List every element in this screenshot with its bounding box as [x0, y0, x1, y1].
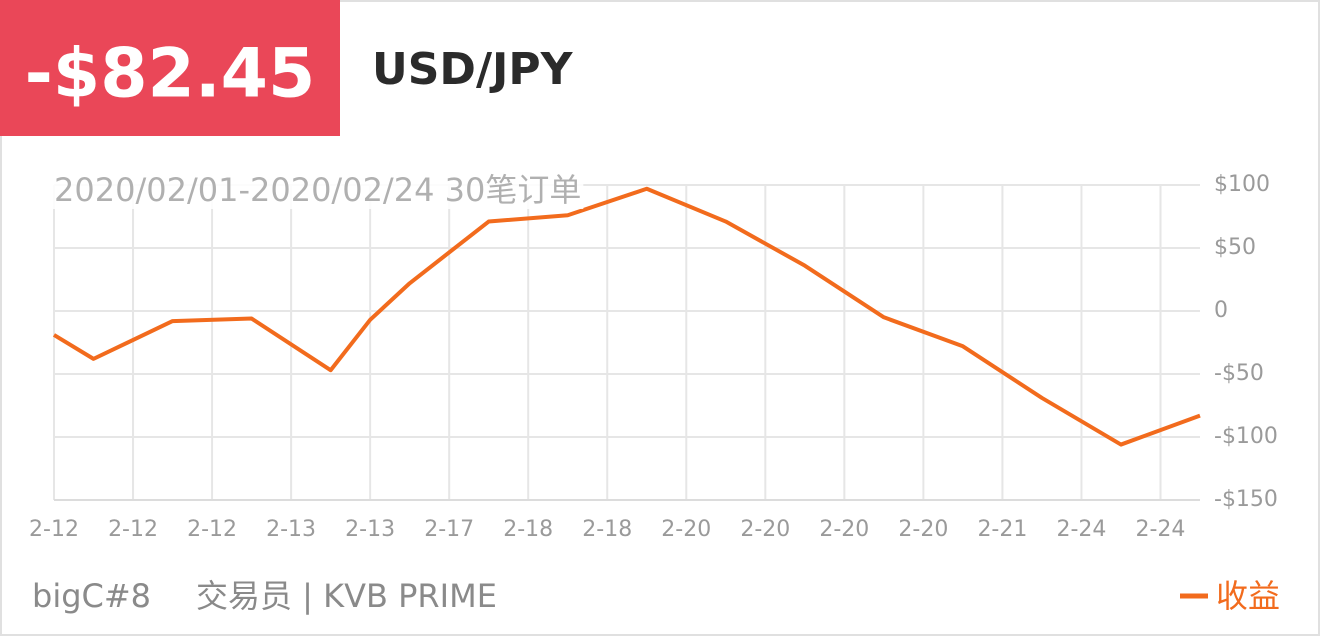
x-tick-label: 2-20	[661, 517, 711, 542]
x-tick-label: 2-13	[345, 517, 395, 542]
x-tick-label: 2-20	[819, 517, 869, 542]
x-tick-label: 2-17	[424, 517, 474, 542]
plot: $100 $50 0 -$50 -$100 -$150 2-12 2-12 2-12 2-13 2-…	[29, 171, 1278, 542]
amount: -$82.45	[25, 35, 316, 114]
x-tick-label: 2-18	[582, 517, 632, 542]
y-tick-label: 0	[1214, 298, 1228, 323]
x-tick-label: 2-21	[977, 517, 1027, 542]
symbol: USD/JPY	[372, 44, 574, 95]
subtitle-bg	[52, 171, 584, 209]
y-tick-label: $100	[1214, 172, 1270, 197]
x-tick-label: 2-18	[503, 517, 553, 542]
x-tick-label: 2-20	[740, 517, 790, 542]
y-tick-label: $50	[1214, 235, 1256, 260]
amount-badge	[0, 0, 340, 136]
x-tick-label: 2-13	[266, 517, 316, 542]
role: 交易员 | KVB PRIME	[196, 577, 497, 615]
y-tick-label: -$100	[1214, 424, 1278, 449]
trader: bigC#8	[32, 577, 151, 615]
line-series	[52, 186, 1201, 447]
x-tick-label: 2-24	[1056, 517, 1106, 542]
x-tick-label: 2-20	[898, 517, 948, 542]
x-tick-label: 2-12	[187, 517, 237, 542]
y-tick-label: -$150	[1214, 487, 1278, 512]
x-tick-label: 2-12	[108, 517, 158, 542]
x-tick-label: 2-24	[1136, 517, 1186, 542]
legend-label: 收益	[1216, 577, 1280, 615]
y-tick-label: -$50	[1214, 361, 1264, 386]
subtitle: 2020/02/01-2020/02/24 30笔订单	[54, 171, 581, 209]
x-tick-label: 2-12	[29, 517, 79, 542]
